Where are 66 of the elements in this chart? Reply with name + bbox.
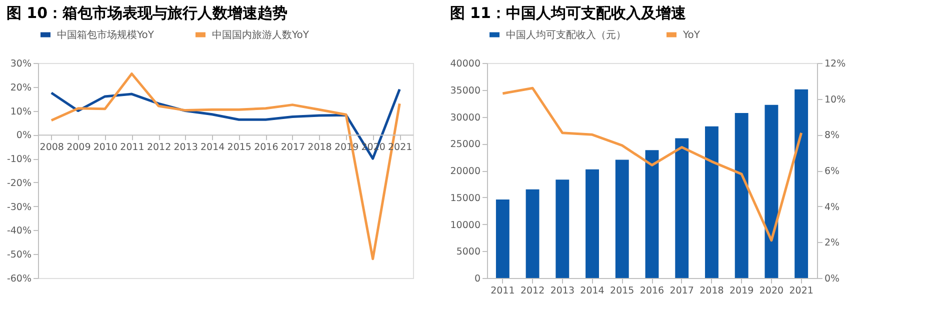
legend-label: 中国国内旅游人数YoY (212, 28, 310, 41)
y-tick-label: 20% (10, 82, 32, 94)
x-tick-label: 2021 (789, 286, 814, 296)
y2-tick-label: 8% (824, 130, 840, 142)
x-tick-label: 2017 (670, 286, 694, 296)
y2-tick-label: 12% (824, 58, 846, 70)
x-tick-label: 2017 (280, 142, 306, 154)
x-tick-label: 2015 (227, 142, 252, 154)
y-tick-label: 25000 (450, 139, 480, 150)
bar (556, 180, 570, 278)
x-tick-label: 2011 (490, 286, 515, 296)
x-tick-label: 2011 (120, 142, 144, 154)
x-tick-label: 2015 (610, 286, 634, 296)
y-tick-label: -30% (6, 202, 32, 213)
x-tick-label: 2012 (146, 142, 172, 154)
y-tick-label: 10000 (450, 220, 480, 231)
y-tick-label: 35000 (450, 85, 480, 96)
y2-tick-label: 2% (824, 238, 840, 249)
x-tick-label: 2018 (700, 286, 724, 296)
y-tick-label: 0 (474, 274, 480, 284)
x-tick-label: 2018 (308, 142, 332, 154)
line-series (501, 86, 803, 242)
chart-title: 图 11：中国人均可支配收入及增速 (450, 4, 687, 22)
x-tick-label: 2012 (520, 286, 545, 296)
legend-label: YoY (682, 30, 701, 41)
y-tick-label: -40% (6, 226, 32, 237)
legend-label: 中国人均可支配收入（元） (506, 28, 626, 41)
x-tick-label: 2009 (66, 142, 91, 154)
y-tick-label: 20000 (450, 166, 480, 177)
y-tick-label: -50% (6, 250, 32, 261)
x-tick-label: 2008 (40, 142, 64, 154)
bar (586, 169, 599, 278)
y2-tick-label: 6% (824, 166, 840, 177)
bar (526, 189, 540, 278)
y2-tick-label: 0% (824, 274, 840, 284)
x-tick-label: 2010 (93, 142, 118, 154)
y2-tick-label: 10% (824, 94, 846, 106)
y-tick-label: 0% (16, 130, 32, 142)
x-tick-label: 2016 (254, 142, 278, 154)
y-tick-label: 30% (10, 58, 32, 70)
bar (675, 138, 689, 278)
y-tick-label: 30000 (450, 112, 480, 124)
x-tick-label: 2013 (174, 142, 198, 154)
y-tick-label: -10% (6, 154, 32, 166)
y-tick-label: 10% (10, 106, 32, 118)
bar (645, 150, 659, 278)
bar (496, 200, 510, 278)
y-tick-label: 15000 (450, 192, 480, 204)
x-tick-label: 2020 (759, 286, 784, 296)
chart-title: 图 10：箱包市场表现与旅行人数增速趋势 (6, 4, 288, 22)
x-tick-label: 2019 (730, 286, 754, 296)
y-tick-label: 5000 (456, 246, 480, 258)
bar (734, 112, 748, 278)
x-tick-label: 2013 (550, 286, 574, 296)
bar (794, 89, 808, 278)
y-tick-label: -60% (6, 274, 32, 284)
y-tick-label: -20% (6, 178, 32, 189)
y-tick-label: 40000 (450, 58, 480, 70)
x-tick-label: 2016 (640, 286, 664, 296)
bar (615, 160, 629, 278)
bar (705, 126, 718, 278)
y2-tick-label: 4% (824, 202, 840, 213)
x-tick-label: 2014 (200, 142, 225, 154)
legend-label: 中国箱包市场规模YoY (57, 28, 155, 41)
bar (764, 104, 778, 278)
x-tick-label: 2014 (580, 286, 604, 296)
